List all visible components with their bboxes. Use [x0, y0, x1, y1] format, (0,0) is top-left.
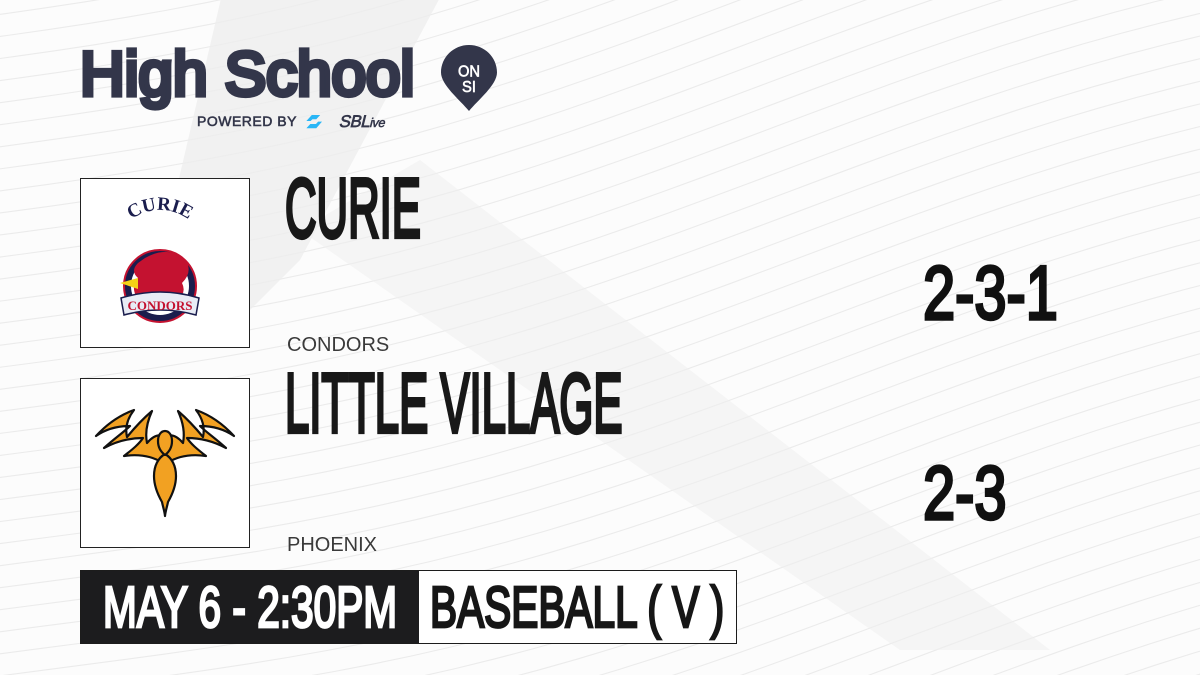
svg-text:CURIE: CURIE: [124, 194, 197, 224]
svg-text:SBLive: SBLive: [338, 112, 386, 131]
svg-text:CONDORS: CONDORS: [127, 298, 192, 313]
svg-text:SI: SI: [462, 78, 476, 96]
